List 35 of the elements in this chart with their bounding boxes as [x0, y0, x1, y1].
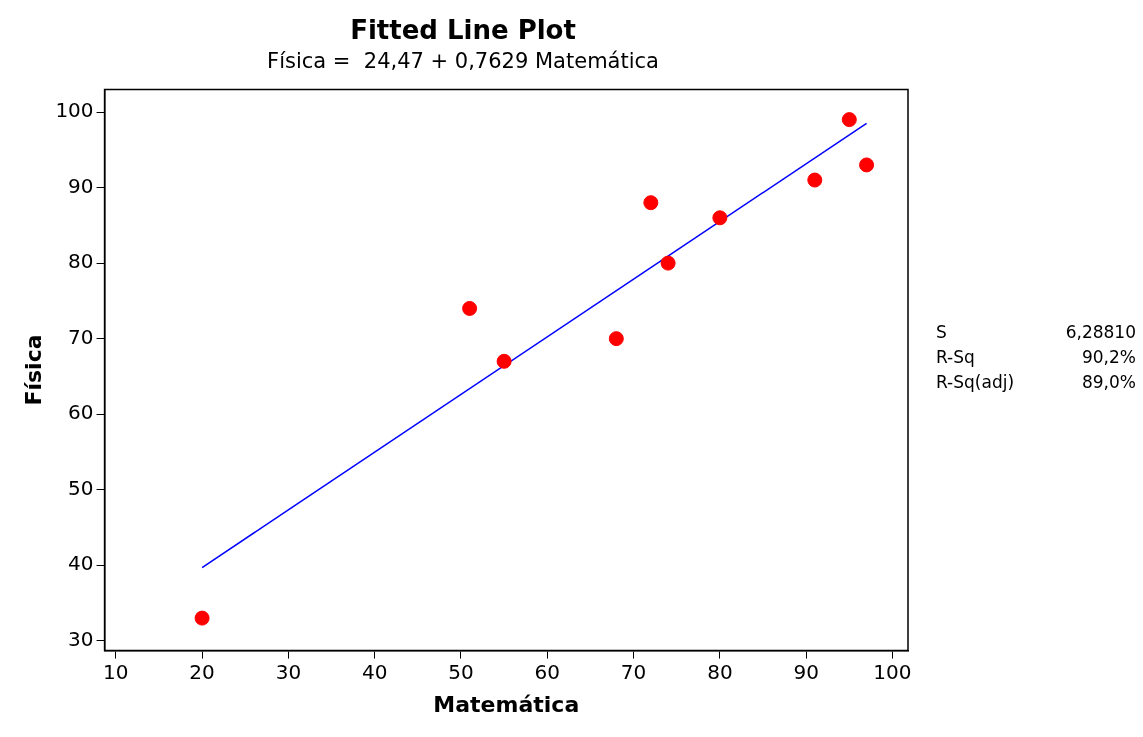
x-tick-label: 20	[189, 659, 215, 684]
point	[496, 353, 512, 369]
y-tick-label: 30	[68, 626, 94, 651]
y-tick-label: 70	[68, 324, 94, 349]
y-tick-label: 80	[68, 249, 94, 274]
x-tick-label: 70	[620, 659, 647, 684]
y-tick-label: 100	[55, 98, 94, 123]
point	[194, 610, 210, 626]
y-tick-label: 50	[68, 475, 94, 500]
x-tick-label: 50	[448, 659, 474, 684]
text: S 6,28810	[936, 322, 1136, 342]
chart-subtitle: Física = 24,47 + 0,7629 Matemática	[267, 49, 659, 74]
y-tick-label: 40	[68, 551, 94, 576]
x-tick-label: 80	[707, 659, 733, 684]
point	[462, 300, 478, 316]
y-axis-title: Física	[20, 334, 46, 406]
x-tick-label: 100	[873, 659, 912, 684]
point	[807, 172, 823, 188]
x-axis-title: Matemática	[433, 691, 580, 717]
point	[608, 331, 624, 347]
y-tick-label: 60	[68, 400, 94, 425]
y-tick-label: 90	[68, 173, 94, 198]
x-tick-label: 30	[275, 659, 302, 684]
point	[712, 210, 728, 226]
x-tick-label: 60	[534, 659, 560, 684]
point	[660, 255, 676, 271]
x-tick-label: 90	[793, 659, 819, 684]
x-tick-label: 10	[103, 659, 129, 684]
x-tick-label: 40	[361, 659, 388, 684]
chart-title: Fitted Line Plot	[350, 15, 576, 46]
point	[841, 112, 857, 128]
point	[859, 157, 875, 173]
text: R-Sq 90,2%	[936, 347, 1136, 367]
point	[643, 195, 659, 211]
text: R-Sq(adj) 89,0%	[936, 372, 1136, 392]
